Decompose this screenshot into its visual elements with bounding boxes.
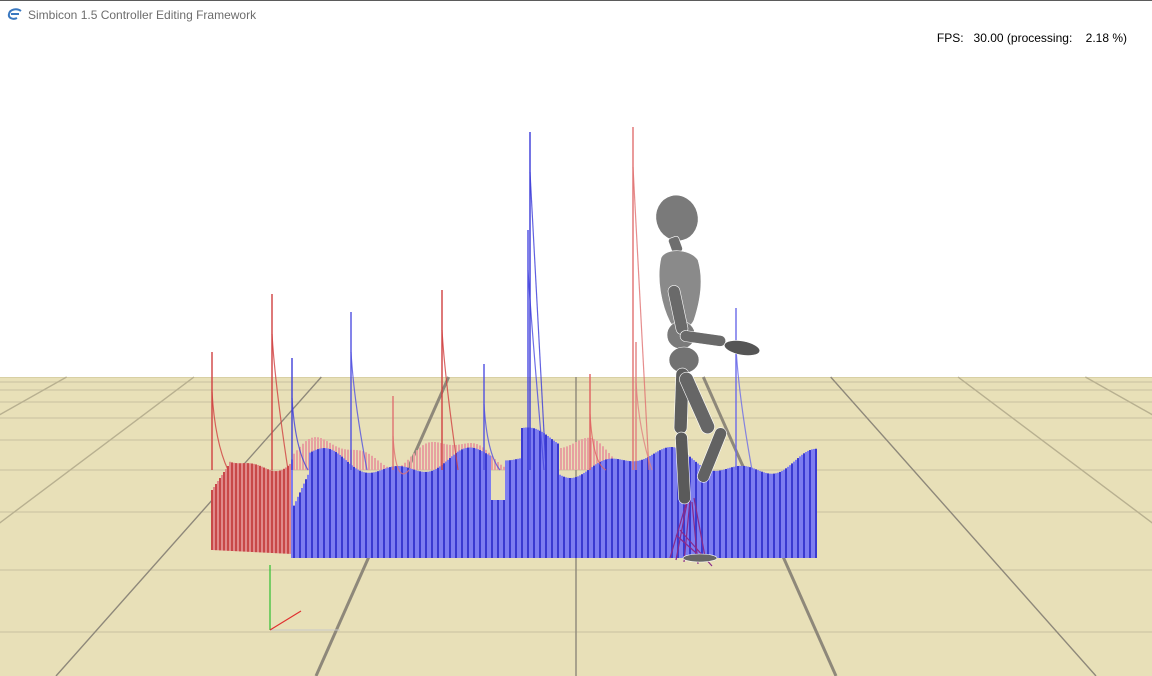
- fps-readout: FPS: 30.00 (processing: 2.18 %): [937, 31, 1127, 45]
- walking-character: [655, 194, 761, 567]
- blue-torque-curve: [291, 427, 817, 558]
- simulation-viewport[interactable]: [0, 30, 1152, 676]
- sky-background: [0, 30, 1152, 378]
- fps-value: 30.00: [973, 31, 1004, 45]
- processing-value: 2.18 %): [1085, 31, 1127, 45]
- processing-label: (processing:: [1006, 31, 1073, 45]
- world-axes: [269, 565, 340, 631]
- window-title: Simbicon 1.5 Controller Editing Framewor…: [28, 8, 257, 22]
- window-titlebar[interactable]: Simbicon 1.5 Controller Editing Framewor…: [0, 0, 1152, 30]
- torque-spikes: [211, 127, 753, 475]
- fps-label: FPS:: [936, 31, 964, 45]
- simbicon-app-icon: [7, 8, 22, 20]
- ground-grid: [0, 376, 1152, 676]
